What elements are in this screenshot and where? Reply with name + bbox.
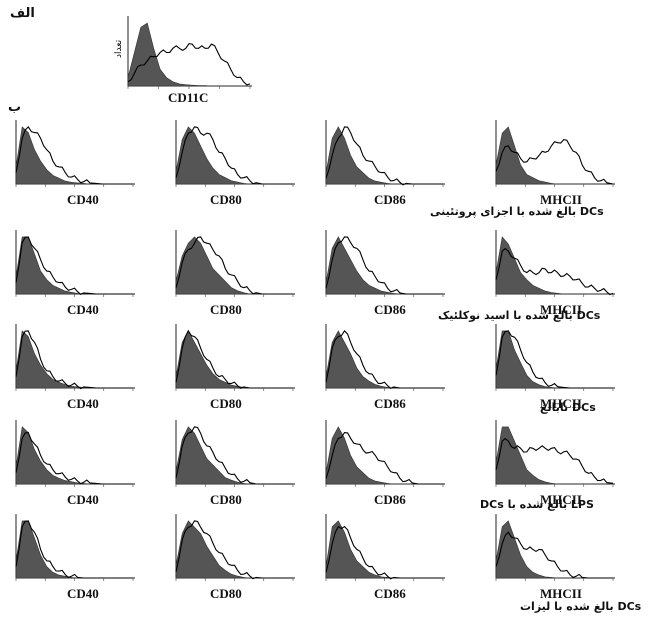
sample-histogram-line xyxy=(495,138,614,185)
histogram-row3-cd40 xyxy=(15,324,135,391)
marker-label-cd40: CD40 xyxy=(67,396,99,411)
sample-histogram-line xyxy=(325,432,443,485)
row-caption-4: LPS بالغ شده با DCs xyxy=(480,498,594,511)
histogram-row5-cd40 xyxy=(15,514,135,581)
control-histogram-area xyxy=(15,236,133,295)
marker-label-cd40: CD40 xyxy=(67,586,99,601)
sample-histogram-line xyxy=(15,330,133,390)
histogram-row5-mhcii xyxy=(495,514,615,581)
marker-label-cd86: CD86 xyxy=(374,192,406,207)
sample-histogram-line xyxy=(15,126,133,185)
marker-label-cd40: CD40 xyxy=(67,192,99,207)
histogram-row1-mhcii xyxy=(495,120,615,187)
panel-b-letter: ب xyxy=(8,100,22,115)
control-histogram-area xyxy=(127,22,250,87)
histogram-row3-mhcii xyxy=(495,324,615,391)
sample-histogram-line xyxy=(175,236,293,295)
control-histogram-area xyxy=(325,330,443,389)
row-caption-5: DCs بالغ شده با لیزات xyxy=(520,600,642,613)
histogram-row2-cd80 xyxy=(175,230,295,297)
control-histogram-area xyxy=(325,236,443,295)
histogram-row5-cd86 xyxy=(325,514,445,581)
marker-label-cd86: CD86 xyxy=(374,586,406,601)
sample-histogram-line xyxy=(495,330,613,389)
row-caption-1: DCs بالغ شده با اجزای پروتئینی xyxy=(430,205,604,218)
sample-histogram-line xyxy=(495,531,613,579)
control-histogram-area xyxy=(175,520,293,579)
histogram-row4-cd86 xyxy=(325,420,445,487)
marker-label-cd86: CD86 xyxy=(374,396,406,411)
sample-histogram-line xyxy=(325,126,443,186)
histogram-row1-cd86 xyxy=(325,120,445,187)
panel-a-marker-label: CD11C xyxy=(168,90,209,105)
marker-label-cd86: CD86 xyxy=(374,302,406,317)
sample-histogram-line xyxy=(127,43,251,86)
control-histogram-area xyxy=(15,520,133,579)
histogram-row2-cd86 xyxy=(325,230,445,297)
control-histogram-area xyxy=(325,520,443,579)
sample-histogram-line xyxy=(325,236,443,295)
control-histogram-area xyxy=(495,126,613,185)
histogram-row1-cd80 xyxy=(175,120,295,187)
control-histogram-area xyxy=(495,426,613,485)
control-histogram-area xyxy=(175,330,293,389)
histogram-row4-mhcii xyxy=(495,420,615,487)
marker-label-mhcii: MHCII xyxy=(540,302,582,317)
sample-histogram-line xyxy=(495,247,614,296)
marker-label-mhcii: MHCII xyxy=(540,586,582,601)
histogram-row4-cd40 xyxy=(15,420,135,487)
control-histogram-area xyxy=(495,236,613,295)
histogram-row3-cd86 xyxy=(325,324,445,391)
sample-histogram-line xyxy=(495,437,614,484)
marker-label-cd80: CD80 xyxy=(210,396,242,411)
sample-histogram-line xyxy=(325,330,443,389)
marker-label-cd40: CD40 xyxy=(67,302,99,317)
marker-label-mhcii: MHCII xyxy=(540,492,582,507)
marker-label-cd86: CD86 xyxy=(374,492,406,507)
histogram-row1-cd40 xyxy=(15,120,135,187)
histogram-row5-cd80 xyxy=(175,514,295,581)
sample-histogram-line xyxy=(175,329,293,389)
marker-label-cd40: CD40 xyxy=(67,492,99,507)
sample-histogram-line xyxy=(175,426,293,485)
marker-label-cd80: CD80 xyxy=(210,586,242,601)
control-histogram-area xyxy=(15,426,133,485)
panel-a-ylabel: تعداد xyxy=(114,39,124,58)
marker-label-cd80: CD80 xyxy=(210,492,242,507)
control-histogram-area xyxy=(495,330,613,389)
control-histogram-area xyxy=(325,426,443,485)
control-histogram-area xyxy=(15,330,133,389)
histogram-row3-cd80 xyxy=(175,324,295,391)
histogram-row4-cd80 xyxy=(175,420,295,487)
sample-histogram-line xyxy=(175,520,293,580)
histogram-cd11c xyxy=(127,16,252,89)
histogram-row2-cd40 xyxy=(15,230,135,297)
control-histogram-area xyxy=(175,126,293,185)
marker-label-cd80: CD80 xyxy=(210,302,242,317)
row-caption-2: DCs بالغ شده با اسید نوکلئیک xyxy=(438,309,601,322)
control-histogram-area xyxy=(325,126,443,185)
marker-label-cd80: CD80 xyxy=(210,192,242,207)
sample-histogram-line xyxy=(175,126,293,185)
control-histogram-area xyxy=(495,520,613,579)
sample-histogram-line xyxy=(15,236,133,295)
marker-label-mhcii: MHCII xyxy=(540,396,582,411)
panel-a-letter: الف xyxy=(10,6,35,21)
sample-histogram-line xyxy=(15,432,133,485)
row-caption-3: DCs نابالغ xyxy=(540,401,596,414)
histogram-row2-mhcii xyxy=(495,230,615,297)
marker-label-mhcii: MHCII xyxy=(540,192,582,207)
sample-histogram-line xyxy=(15,520,133,579)
sample-histogram-line xyxy=(325,525,443,580)
control-histogram-area xyxy=(175,426,293,485)
